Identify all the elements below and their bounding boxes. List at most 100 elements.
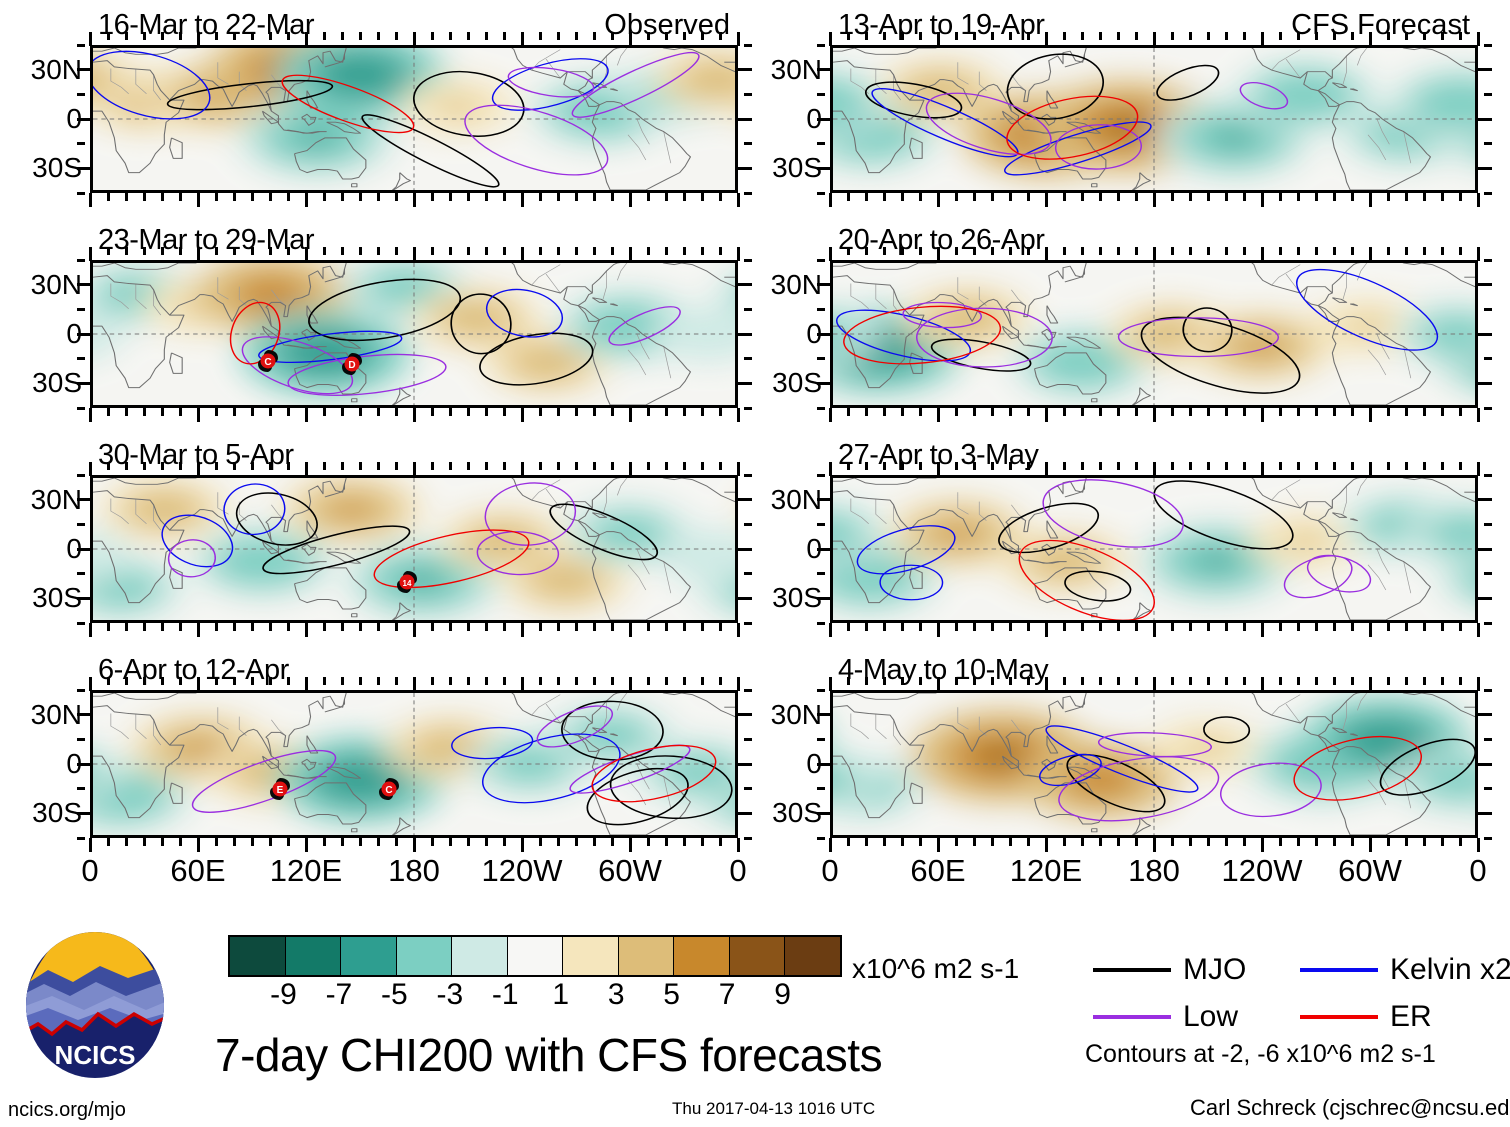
colorbar-units: x10^6 m2 s-1 — [852, 953, 1020, 984]
colorbar-tick-3: 3 — [607, 978, 625, 1011]
y-ticks-right-p1 — [738, 43, 752, 195]
colorbar-band-7 — [617, 937, 674, 975]
x-axis-labels-right: 0 60E 120E 180 120W 60W 0 — [0, 855, 1510, 889]
y-axis-label-p6-30S: 30S — [772, 367, 822, 398]
legend-label-kelvin: Kelvin x2 — [1390, 953, 1510, 986]
map-field-p7 — [833, 478, 1475, 620]
x-axis-label-left-1: 60E — [170, 853, 226, 888]
x-ticks-top-p1 — [88, 32, 740, 46]
svg-text:E: E — [277, 785, 284, 796]
map-field-p3 — [93, 478, 735, 620]
colorbar-tick--1: -1 — [491, 978, 519, 1011]
x-ticks-bottom-p1 — [88, 193, 740, 207]
panel-title-p1: 16-Mar to 22-Mar — [98, 9, 315, 41]
panel-title-p4: 6-Apr to 12-Apr — [98, 654, 289, 686]
colorbar-band-2 — [340, 937, 396, 975]
storm-marker-C: C — [255, 348, 281, 374]
map-field-p2 — [93, 263, 735, 405]
footer-timestamp: Thu 2017-04-13 1016 UTC — [672, 1099, 876, 1118]
y-axis-label-p3-30S: 30S — [32, 582, 82, 613]
colorbar-tick-labels: -9 -7 -5 -3 -1 1 3 5 7 9 — [228, 980, 838, 1012]
map-field-p6 — [833, 263, 1475, 405]
y-ticks-right-p8 — [1478, 688, 1492, 840]
y-axis-label-p2-0: 0 — [66, 318, 82, 349]
y-ticks-left-p2 — [77, 258, 91, 410]
x-axis-label-left-2: 120E — [269, 853, 343, 888]
map-field-p8 — [833, 693, 1475, 835]
colorbar-tick--7: -7 — [325, 978, 353, 1011]
legend-swatch-er — [1300, 1015, 1378, 1019]
y-axis-label-p1-30S: 30S — [32, 152, 82, 183]
column-header-forecast: CFS Forecast — [1291, 9, 1470, 41]
map-field-p1 — [93, 48, 735, 190]
colorbar-tick-1: 1 — [552, 978, 570, 1011]
x-ticks-bottom-p6 — [828, 408, 1480, 422]
x-axis-label-left-0: 0 — [81, 853, 99, 888]
x-axis-label-left-6: 0 — [729, 853, 747, 888]
colorbar-tick--9: -9 — [270, 978, 297, 1011]
colorbar-tick-9: 9 — [774, 978, 791, 1011]
x-ticks-top-p2 — [88, 247, 740, 261]
colorbar-band-4 — [451, 937, 507, 975]
x-axis-label-right-2: 120E — [1009, 853, 1083, 888]
svg-text:NCICS: NCICS — [55, 1040, 136, 1070]
y-ticks-left-p1 — [77, 43, 91, 195]
svg-text:C: C — [264, 357, 271, 368]
colorbar-band-6 — [562, 937, 618, 975]
map-panel-p5 — [830, 45, 1478, 193]
colorbar-tick--3: -3 — [436, 978, 464, 1011]
y-axis-label-p4-0: 0 — [66, 748, 82, 779]
map-panel-p1 — [90, 45, 738, 193]
x-ticks-top-p3 — [88, 462, 740, 476]
map-panel-p7 — [830, 475, 1478, 623]
y-ticks-left-p3 — [77, 473, 91, 625]
legend-entry-er: ER — [1300, 1002, 1432, 1032]
map-panel-p3: 14 — [90, 475, 738, 623]
x-ticks-top-p7 — [828, 462, 1480, 476]
colorbar-band-9 — [728, 937, 785, 975]
x-ticks-top-p8 — [828, 677, 1480, 691]
panel-title-p2: 23-Mar to 29-Mar — [98, 224, 315, 256]
map-panel-p4: E C — [90, 690, 738, 838]
figure-title: 7-day CHI200 with CFS forecasts — [215, 1029, 883, 1081]
legend-entry-mjo: MJO — [1093, 955, 1246, 985]
x-ticks-bottom-p5 — [828, 193, 1480, 207]
legend-swatch-low — [1093, 1015, 1171, 1019]
y-axis-label-p5-30N: 30N — [770, 54, 822, 85]
footer-site-link[interactable]: ncics.org/mjo — [8, 1099, 126, 1121]
y-ticks-left-p8 — [817, 688, 831, 840]
x-ticks-bottom-p2 — [88, 408, 740, 422]
y-axis-label-p3-30N: 30N — [30, 484, 82, 515]
y-ticks-left-p5 — [817, 43, 831, 195]
y-ticks-right-p6 — [1478, 258, 1492, 410]
storm-marker-14: 14 — [394, 569, 420, 595]
y-ticks-right-p4 — [738, 688, 752, 840]
x-axis-label-left-4: 120W — [481, 853, 563, 888]
y-axis-label-p4-30S: 30S — [32, 797, 82, 828]
x-ticks-top-p5 — [828, 32, 1480, 46]
legend-entry-low: Low — [1093, 1002, 1238, 1032]
colorbar-band-1 — [284, 937, 341, 975]
y-ticks-left-p7 — [817, 473, 831, 625]
y-axis-label-p5-0: 0 — [806, 103, 822, 134]
svg-text:C: C — [385, 785, 392, 796]
map-panel-p2: C D — [90, 260, 738, 408]
storm-marker-D: D — [339, 351, 365, 377]
storm-marker-E: E — [267, 776, 293, 802]
y-axis-label-p8-30N: 30N — [770, 699, 822, 730]
colorbar-tick--5: -5 — [381, 978, 408, 1011]
y-ticks-right-p5 — [1478, 43, 1492, 195]
y-axis-label-p2-30S: 30S — [32, 367, 82, 398]
ncics-logo: NCICS — [18, 930, 173, 1090]
colorbar-band-3 — [395, 937, 452, 975]
contour-note: Contours at -2, -6 x10^6 m2 s-1 — [1085, 1040, 1436, 1068]
legend-label-er: ER — [1390, 1000, 1432, 1033]
legend-swatch-mjo — [1093, 968, 1171, 972]
x-ticks-bottom-p7 — [828, 623, 1480, 637]
y-axis-label-p2-30N: 30N — [30, 269, 82, 300]
panel-title-p8: 4-May to 10-May — [838, 654, 1049, 686]
y-ticks-right-p2 — [738, 258, 752, 410]
x-ticks-bottom-p3 — [88, 623, 740, 637]
map-panel-p8 — [830, 690, 1478, 838]
x-ticks-bottom-p4 — [88, 838, 740, 852]
